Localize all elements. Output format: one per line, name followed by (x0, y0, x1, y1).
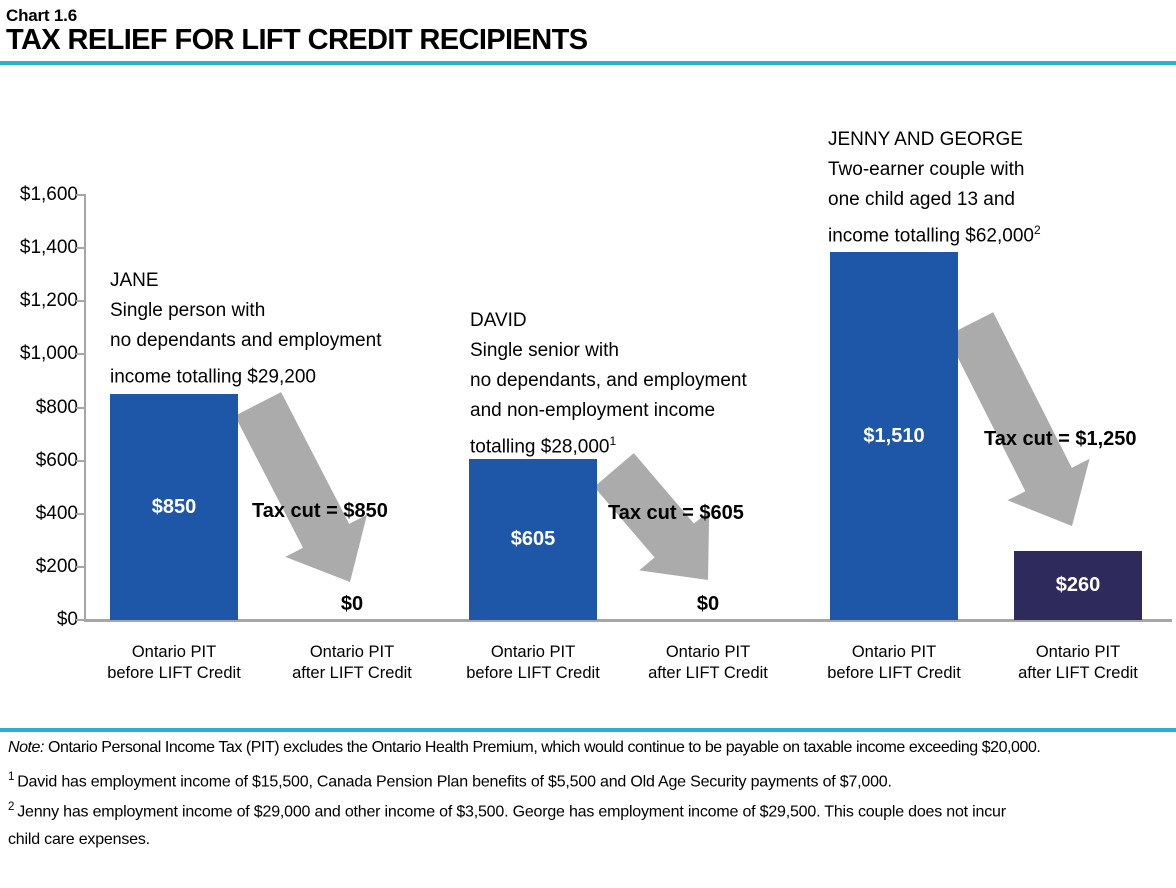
x-axis-label-david-after: Ontario PIT after LIFT Credit (617, 642, 799, 684)
annotation-jenny-george: JENNY AND GEORGE Two-earner couple with … (828, 125, 1041, 251)
y-axis-tick (76, 194, 85, 196)
bar-value-label: $850 (151, 495, 197, 518)
footnote-marker: 2 (8, 801, 15, 813)
y-axis-label: $1,600 (19, 184, 78, 205)
annotation-line: income totalling $29,200 (110, 366, 316, 388)
y-axis-tick (76, 512, 85, 515)
bar-value-label: $1,510 (863, 424, 925, 447)
x-axis-label-line: Ontario PIT (490, 643, 576, 661)
bar-jane-before: $850 (110, 394, 238, 620)
x-axis-label-line: Ontario PIT (1035, 643, 1121, 661)
y-axis-tick (76, 247, 85, 250)
tax-cut-arrow (946, 312, 1090, 526)
y-axis-tick (76, 406, 85, 409)
annotation-line: Single senior with (470, 340, 619, 361)
x-axis-label-jane-after: Ontario PIT after LIFT Credit (261, 642, 443, 684)
x-axis-label-line: before LIFT Credit (466, 664, 600, 682)
y-axis-label: $0 (56, 609, 78, 630)
annotation-line: no dependants and employment (110, 330, 382, 351)
annotation-line: Two-earner couple with (828, 159, 1025, 180)
y-axis-label: $200 (35, 555, 78, 577)
y-axis-tick (76, 619, 85, 621)
x-axis-label-line: Ontario PIT (665, 643, 751, 661)
accent-rule-bottom (0, 728, 1176, 732)
annotation-line: and non-employment income (470, 400, 716, 421)
y-axis-label: $600 (35, 449, 78, 471)
annotation-line: DAVID (470, 310, 527, 331)
x-axis-label-jane-before: Ontario PIT before LIFT Credit (83, 642, 265, 684)
bar-value-label-jane-after: $0 (340, 593, 364, 615)
x-axis-label-couple-after: Ontario PIT after LIFT Credit (987, 642, 1169, 684)
accent-rule-top (0, 61, 1176, 65)
x-axis-label-line: after LIFT Credit (1018, 664, 1138, 682)
y-axis-line (84, 194, 86, 621)
x-axis-label-line: before LIFT Credit (827, 664, 961, 682)
x-axis-label-line: Ontario PIT (309, 643, 395, 661)
bar-value-label: $260 (1055, 574, 1101, 596)
x-axis-label-line: Ontario PIT (851, 643, 937, 661)
chart-title: TAX RELIEF FOR LIFT CREDIT RECIPIENTS (6, 24, 588, 56)
note-text: Note: Ontario Personal Income Tax (PIT) … (8, 739, 1041, 756)
y-axis-label: $400 (35, 502, 78, 524)
annotation-david: DAVID Single senior with no dependants, … (470, 306, 747, 462)
annotation-line: one child aged 13 and (828, 189, 1015, 210)
bar-couple-after: $260 (1014, 551, 1142, 620)
x-axis-label-line: before LIFT Credit (107, 664, 241, 682)
footnote-1: 1 David has employment income of $15,500,… (8, 771, 892, 791)
y-axis-label: $800 (35, 396, 78, 418)
tax-cut-label-jenny-george: Tax cut = $1,250 (984, 428, 1137, 450)
footnote-2: 2 Jenny has employment income of $29,000 … (8, 801, 1006, 849)
x-axis-line (84, 619, 1172, 622)
note-label: Note: (8, 739, 44, 756)
chart-number-label: Chart 1.6 (6, 6, 77, 25)
bar-david-before: $605 (469, 459, 597, 620)
y-axis-tick (76, 565, 85, 568)
bar-value-label-david-after: $0 (696, 593, 720, 615)
annotation-jane: JANE Single person with no dependants an… (110, 266, 381, 392)
tax-cut-arrow (234, 392, 367, 582)
x-axis-label-line: Ontario PIT (131, 643, 217, 661)
annotation-line: no dependants, and employment (470, 370, 747, 391)
bar-value-label: $605 (510, 528, 556, 550)
y-axis-label: $1,000 (19, 343, 78, 365)
annotation-line: income totalling $62,0002 (828, 223, 1041, 247)
tax-cut-label-jane: Tax cut = $850 (252, 500, 388, 522)
annotation-line: totalling $28,0001 (470, 434, 617, 458)
x-axis-label-line: after LIFT Credit (292, 664, 412, 682)
y-axis-tick (76, 459, 85, 462)
y-axis-label: $1,200 (19, 290, 78, 312)
annotation-line: JANE (110, 270, 159, 291)
x-axis-label-line: after LIFT Credit (648, 664, 768, 682)
annotation-line: JENNY AND GEORGE (828, 129, 1023, 150)
footnote-marker: 1 (8, 771, 15, 783)
bar-couple-before: $1,510 (830, 252, 958, 620)
annotation-line: Single person with (110, 300, 266, 321)
y-axis-tick (76, 300, 85, 303)
y-axis-tick (76, 353, 85, 356)
tax-cut-label-david: Tax cut = $605 (608, 502, 744, 524)
x-axis-label-couple-before: Ontario PIT before LIFT Credit (803, 642, 985, 684)
x-axis-label-david-before: Ontario PIT before LIFT Credit (442, 642, 624, 684)
y-axis-label: $1,400 (19, 237, 78, 259)
